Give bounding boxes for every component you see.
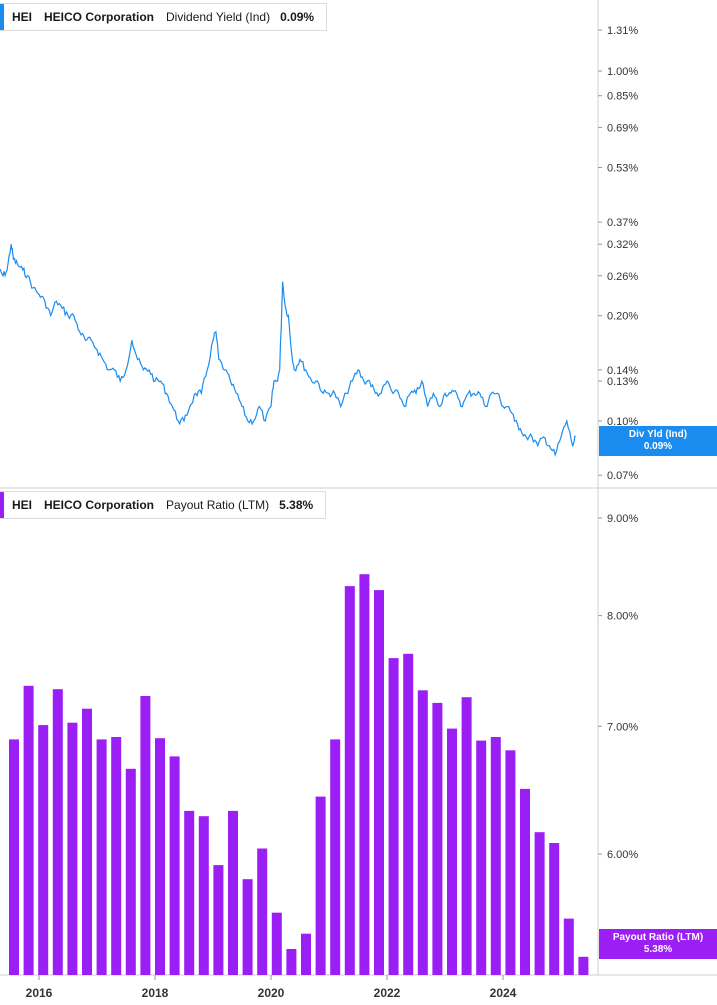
top-legend: HEI HEICO Corporation Dividend Yield (In… <box>0 3 328 31</box>
y-tick-label: 1.00% <box>607 66 638 78</box>
dividend-yield-line <box>0 244 576 458</box>
bottom-legend-swatch <box>0 492 4 518</box>
payout-bar <box>257 848 268 975</box>
payout-bar <box>52 689 63 975</box>
y-tick-label: 0.14% <box>607 365 638 377</box>
payout-bar <box>155 738 165 975</box>
payout-bar <box>213 865 224 975</box>
bottom-legend: HEI HEICO Corporation Payout Ratio (LTM)… <box>0 491 327 519</box>
y-tick-label: 0.69% <box>607 122 638 134</box>
div-yield-tag-label: Div Yld (Ind) <box>628 429 688 440</box>
y-tick-label: 0.53% <box>607 163 638 175</box>
payout-bar <box>9 739 19 975</box>
div-yield-tag-value: 0.09% <box>643 441 673 452</box>
y-tick-label: 0.32% <box>607 239 638 251</box>
x-tick-label: 2024 <box>490 986 517 1000</box>
payout-bar <box>184 810 195 975</box>
payout-ratio-tag-value: 5.38% <box>643 944 673 955</box>
payout-bar <box>374 590 384 975</box>
top-legend-ticker: HEI <box>12 10 33 24</box>
payout-bar <box>330 739 341 975</box>
payout-bar <box>125 768 136 975</box>
payout-bar <box>359 574 370 975</box>
payout-bar <box>388 658 399 975</box>
payout-bar <box>271 912 282 975</box>
y-tick-label: 0.26% <box>607 271 638 283</box>
top-legend-swatch <box>0 4 4 30</box>
payout-bar <box>578 956 589 975</box>
x-tick-label: 2016 <box>26 986 53 1000</box>
payout-bar <box>38 725 49 975</box>
payout-bar <box>447 728 457 975</box>
y-tick-label: 8.00% <box>607 611 638 623</box>
bottom-legend-company: HEICO Corporation <box>44 498 155 512</box>
payout-bar <box>242 879 253 975</box>
payout-bar <box>563 918 574 975</box>
x-tick-label: 2018 <box>142 986 169 1000</box>
payout-bar <box>111 737 122 975</box>
payout-bar <box>315 796 326 975</box>
payout-bar <box>140 696 151 975</box>
payout-bar <box>301 933 311 975</box>
top-legend-metric: Dividend Yield (Ind) <box>166 10 271 24</box>
y-tick-label: 6.00% <box>607 849 638 861</box>
payout-bar <box>505 750 516 975</box>
x-tick-label: 2022 <box>374 986 401 1000</box>
payout-bar <box>344 586 355 975</box>
payout-bar <box>67 722 78 975</box>
y-tick-label: 0.85% <box>607 91 638 103</box>
div-yield-price-tag: Div Yld (Ind) 0.09% <box>599 426 717 456</box>
bottom-legend-metric: Payout Ratio (LTM) <box>166 498 270 512</box>
payout-ratio-tag-label: Payout Ratio (LTM) <box>612 932 704 943</box>
y-tick-label: 0.10% <box>607 416 638 428</box>
y-tick-label: 0.37% <box>607 217 638 229</box>
y-tick-label: 0.13% <box>607 376 638 388</box>
top-legend-company: HEICO Corporation <box>44 10 155 24</box>
payout-bar <box>169 756 180 975</box>
payout-bar <box>228 810 238 975</box>
y-tick-label: 0.20% <box>607 311 638 323</box>
payout-bar <box>403 653 414 975</box>
payout-bar <box>82 708 92 975</box>
bottom-legend-ticker: HEI <box>12 498 33 512</box>
payout-ratio-price-tag: Payout Ratio (LTM) 5.38% <box>599 929 717 959</box>
x-tick-label: 2020 <box>258 986 285 1000</box>
payout-bar <box>286 949 297 975</box>
payout-bar <box>96 739 107 975</box>
y-tick-label: 7.00% <box>607 721 638 733</box>
payout-bar <box>23 685 34 975</box>
top-legend-value: 0.09% <box>280 10 315 24</box>
payout-bar <box>198 816 209 975</box>
y-tick-label: 1.31% <box>607 25 638 37</box>
payout-bar <box>549 843 560 975</box>
payout-bar <box>432 702 443 975</box>
payout-bar <box>461 697 472 975</box>
payout-bar <box>490 737 501 975</box>
payout-bar <box>520 788 530 975</box>
payout-bar <box>417 690 428 975</box>
bottom-legend-value: 5.38% <box>279 498 314 512</box>
payout-bar <box>534 832 545 975</box>
y-tick-label: 0.07% <box>607 470 638 482</box>
payout-bar <box>476 740 487 975</box>
y-tick-label: 9.00% <box>607 513 638 525</box>
